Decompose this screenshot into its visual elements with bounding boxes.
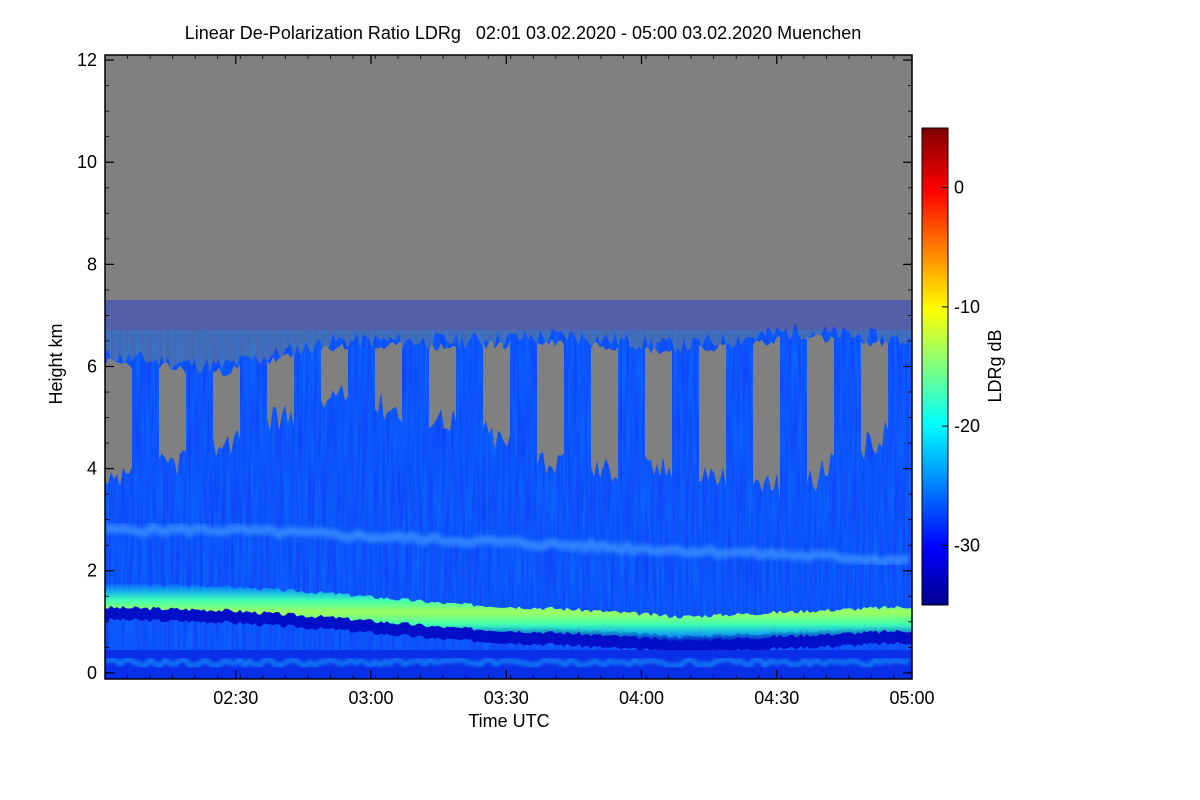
x-tick-label: 05:00	[889, 688, 934, 708]
y-tick-label: 12	[77, 50, 97, 70]
colorbar-tick-label: 0	[954, 178, 964, 198]
x-axis: 02:30 03:00 03:30 04:00 04:30 05:00	[104, 55, 935, 708]
y-tick-label: 10	[77, 152, 97, 172]
colorbar-tick-label: -10	[954, 297, 980, 317]
elevated-aerosol-layer	[105, 521, 910, 566]
y-axis: 0 2 4 6 8 10 12	[77, 50, 912, 683]
no-data-gap-region	[105, 334, 888, 501]
x-axis-label: Time UTC	[468, 711, 549, 731]
colorbar-axis: 0 -10 -20 -30	[942, 178, 980, 555]
y-axis-label: Height km	[46, 323, 66, 404]
colorbar-tick-label: -20	[954, 416, 980, 436]
x-tick-label: 02:30	[213, 688, 258, 708]
colorbar-tick-label: -30	[954, 535, 980, 555]
plot-area	[105, 55, 912, 679]
y-tick-label: 2	[87, 561, 97, 581]
y-tick-label: 6	[87, 356, 97, 376]
y-tick-label: 0	[87, 663, 97, 683]
x-tick-label: 03:30	[484, 688, 529, 708]
chart-title: Linear De-Polarization Ratio LDRg 02:01 …	[185, 23, 861, 43]
colorbar	[921, 127, 949, 606]
surface-streak	[105, 655, 911, 670]
x-tick-label: 03:00	[348, 688, 393, 708]
y-tick-label: 4	[87, 459, 97, 479]
colorbar-label: LDRg dB	[985, 329, 1005, 402]
x-tick-label: 04:30	[754, 688, 799, 708]
x-tick-label: 04:00	[619, 688, 664, 708]
y-tick-label: 8	[87, 254, 97, 274]
boundary-layer-band	[105, 581, 912, 643]
